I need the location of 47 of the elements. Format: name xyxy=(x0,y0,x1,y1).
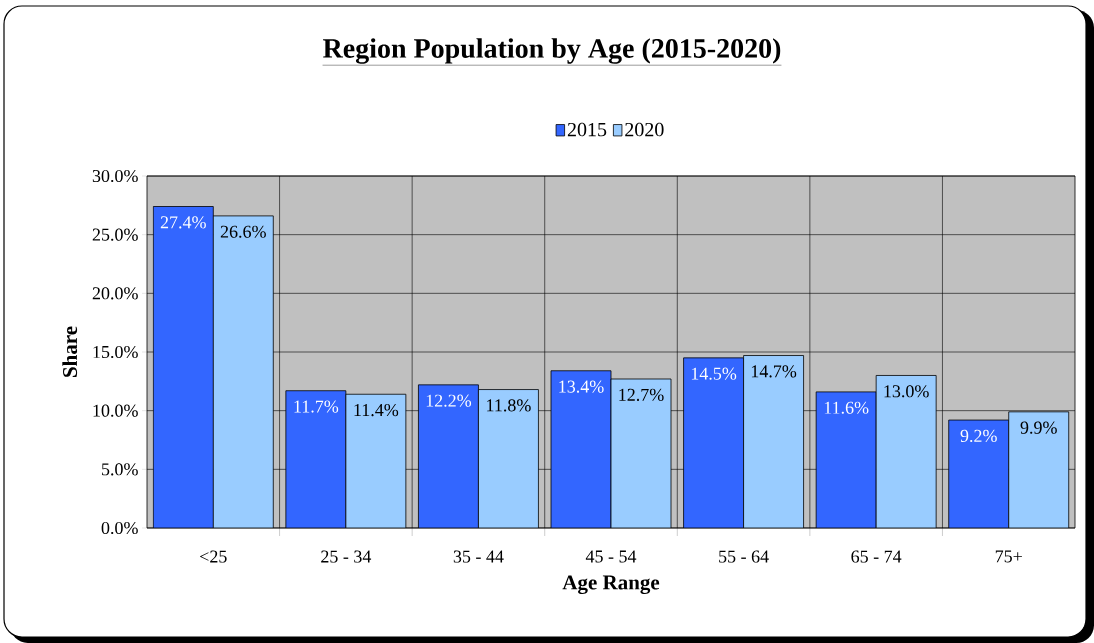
data-label: 12.2% xyxy=(426,394,472,407)
y-tick-label: 25.0% xyxy=(92,228,138,241)
y-tick-label: 0.0% xyxy=(101,521,138,535)
data-label: 13.0% xyxy=(884,385,929,398)
x-tick-label: 65 - 74 xyxy=(851,550,902,563)
data-label: 11.7% xyxy=(294,400,339,413)
data-label: 13.4% xyxy=(559,380,604,393)
y-tick-label: 5.0% xyxy=(102,463,138,476)
y-tick-label: 10.0% xyxy=(93,404,138,417)
bar xyxy=(743,355,804,528)
bar xyxy=(478,389,539,528)
y-tick-label: 20.0% xyxy=(92,287,138,300)
data-label: 11.4% xyxy=(354,403,399,417)
data-label: 9.2% xyxy=(960,429,997,443)
data-label: 12.7% xyxy=(619,388,664,401)
x-tick-label: 55 - 64 xyxy=(719,550,769,563)
y-tick-label: 30.0% xyxy=(92,169,138,183)
x-tick-label: 35 - 44 xyxy=(453,550,504,563)
data-label: 11.6% xyxy=(824,401,869,414)
x-tick-label: 25 - 34 xyxy=(321,550,372,563)
bar xyxy=(683,357,744,528)
bar xyxy=(418,384,479,528)
bar xyxy=(285,390,346,528)
bar xyxy=(345,394,406,528)
legend-label: 2020 xyxy=(625,122,664,137)
bar xyxy=(611,378,672,528)
data-label: 11.8% xyxy=(487,399,531,412)
x-tick-label: <25 xyxy=(200,550,227,563)
bar xyxy=(1008,411,1070,528)
x-tick-label: 45 - 54 xyxy=(585,550,637,563)
x-tick-label: 75+ xyxy=(995,550,1022,563)
bar xyxy=(876,375,937,528)
bar xyxy=(948,419,1010,528)
bar xyxy=(213,215,274,528)
y-tick-label: 15.0% xyxy=(93,345,138,359)
y-axis-title: Share xyxy=(62,326,78,377)
data-label: 14.5% xyxy=(691,367,737,380)
x-axis-title: Age Range xyxy=(562,575,660,594)
bar xyxy=(153,206,214,528)
legend-label: 2015 xyxy=(567,122,607,137)
data-label: 27.4% xyxy=(160,216,206,229)
chart-title: Region Population by Age (2015-2020) xyxy=(323,38,781,64)
bar xyxy=(816,391,877,528)
data-label: 9.9% xyxy=(1020,421,1057,434)
bar xyxy=(551,370,612,528)
data-label: 14.7% xyxy=(751,365,797,378)
data-label: 26.6% xyxy=(220,225,266,238)
